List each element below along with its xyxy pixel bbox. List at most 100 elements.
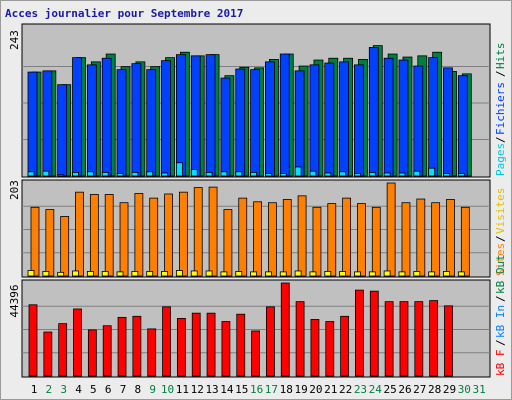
bar-visits bbox=[208, 186, 218, 277]
bar-files bbox=[309, 64, 320, 177]
x-tick-label: 27 bbox=[413, 383, 426, 396]
bar-files bbox=[398, 59, 409, 177]
x-tick-label: 6 bbox=[105, 383, 112, 396]
bar-pages bbox=[324, 172, 332, 177]
ymax-label-hits: 243 bbox=[8, 30, 21, 50]
bar-sites bbox=[443, 271, 450, 277]
bar-sites bbox=[309, 271, 317, 277]
bar-visits bbox=[104, 194, 114, 277]
bar-kb bbox=[43, 331, 53, 377]
bar-files bbox=[235, 68, 246, 177]
bar-visits bbox=[431, 202, 441, 277]
bar-visits bbox=[282, 199, 292, 277]
bar-visits bbox=[268, 202, 277, 277]
bar-pages bbox=[116, 173, 124, 177]
bar-kb bbox=[162, 306, 171, 377]
bar-files bbox=[190, 55, 201, 177]
bar-visits bbox=[193, 187, 203, 277]
x-tick-label: 18 bbox=[280, 383, 293, 396]
bar-kb bbox=[87, 329, 97, 377]
bar-files bbox=[250, 69, 260, 177]
bar-pages bbox=[57, 174, 65, 177]
bar-sites bbox=[131, 271, 139, 277]
legend-sites: Sites bbox=[494, 243, 507, 276]
bar-kb bbox=[355, 289, 364, 377]
bar-files bbox=[42, 70, 53, 177]
bar-kb bbox=[295, 301, 305, 377]
bar-pages bbox=[190, 168, 198, 177]
x-tick-label: 10 bbox=[161, 383, 174, 396]
x-tick-label: 22 bbox=[339, 383, 352, 396]
bar-sites bbox=[457, 271, 465, 277]
bar-pages bbox=[443, 173, 450, 177]
bar-sites bbox=[116, 271, 124, 277]
bar-files bbox=[265, 61, 275, 177]
bar-sites bbox=[205, 270, 213, 277]
bar-pages bbox=[428, 167, 436, 177]
bar-kb bbox=[117, 316, 127, 377]
bar-kb bbox=[429, 300, 439, 377]
bar-files bbox=[354, 64, 364, 177]
bar-pages bbox=[250, 171, 257, 177]
bar-sites bbox=[190, 270, 198, 277]
bar-files bbox=[220, 77, 231, 177]
x-tick-label: 1 bbox=[31, 383, 38, 396]
bar-visits bbox=[238, 197, 248, 277]
bar-kb bbox=[28, 304, 38, 377]
x-tick-label: 31 bbox=[473, 383, 486, 396]
bar-pages bbox=[175, 162, 183, 177]
bar-visits bbox=[253, 201, 262, 277]
x-tick-label: 16 bbox=[250, 383, 263, 396]
ymax-label-kb: 44396 bbox=[8, 284, 21, 317]
legend-pages: Pages bbox=[494, 143, 507, 176]
bar-files bbox=[131, 63, 142, 177]
legend-hits: Hits bbox=[494, 43, 507, 70]
bar-pages bbox=[354, 173, 361, 177]
x-tick-label: 29 bbox=[443, 383, 456, 396]
x-tick-label: 24 bbox=[369, 383, 383, 396]
bar-files bbox=[72, 57, 82, 177]
bar-sites bbox=[86, 271, 94, 277]
bar-pages bbox=[279, 173, 287, 177]
bar-kb bbox=[266, 306, 275, 377]
bar-files bbox=[86, 64, 97, 177]
bar-visits bbox=[312, 206, 322, 277]
bar-visits bbox=[149, 197, 159, 277]
bar-kb bbox=[236, 313, 246, 377]
legend-kb-in: kB In bbox=[494, 305, 507, 338]
legend-sep-5: / bbox=[494, 295, 507, 302]
bar-pages bbox=[131, 171, 139, 177]
x-tick-label: 28 bbox=[428, 383, 441, 396]
bar-kb bbox=[176, 317, 186, 377]
ymax-label-visits: 203 bbox=[8, 180, 21, 200]
bar-sites bbox=[161, 271, 168, 277]
bar-kb bbox=[325, 321, 335, 377]
bar-sites bbox=[383, 270, 391, 277]
bar-kb bbox=[399, 301, 409, 377]
bar-visits bbox=[446, 199, 455, 277]
x-tick-label: 5 bbox=[90, 383, 97, 396]
bar-files bbox=[443, 67, 453, 177]
bar-sites bbox=[428, 271, 436, 277]
bar-visits bbox=[45, 209, 55, 277]
x-tick-label: 13 bbox=[205, 383, 218, 396]
bar-kb bbox=[384, 301, 394, 377]
x-tick-label: 21 bbox=[324, 383, 337, 396]
bar-visits bbox=[401, 202, 411, 277]
bar-files bbox=[205, 54, 216, 177]
bar-sites bbox=[398, 271, 406, 277]
bar-pages bbox=[42, 170, 50, 177]
bar-kb bbox=[369, 290, 379, 377]
bar-pages bbox=[294, 166, 302, 177]
legend-kb-out: kB Out bbox=[494, 254, 507, 294]
bar-kb bbox=[58, 323, 68, 377]
bar-visits bbox=[386, 182, 396, 277]
legend-sep-3: / bbox=[494, 235, 507, 242]
x-tick-label: 23 bbox=[354, 383, 367, 396]
bar-pages bbox=[101, 171, 109, 177]
bar-pages bbox=[72, 171, 79, 177]
bar-files bbox=[27, 71, 38, 177]
bar-files bbox=[428, 57, 439, 177]
bar-visits bbox=[342, 197, 352, 277]
legend-sep-2: / bbox=[494, 70, 507, 77]
